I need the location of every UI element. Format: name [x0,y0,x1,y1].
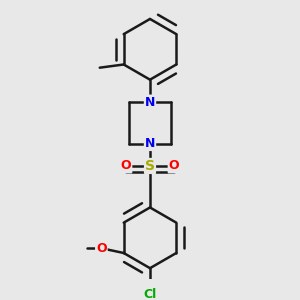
Text: S: S [145,159,155,173]
Text: O: O [169,159,179,172]
Text: O: O [96,242,107,255]
Text: N: N [145,95,155,109]
Text: Cl: Cl [143,288,157,300]
Text: O: O [121,159,131,172]
Text: N: N [145,137,155,150]
